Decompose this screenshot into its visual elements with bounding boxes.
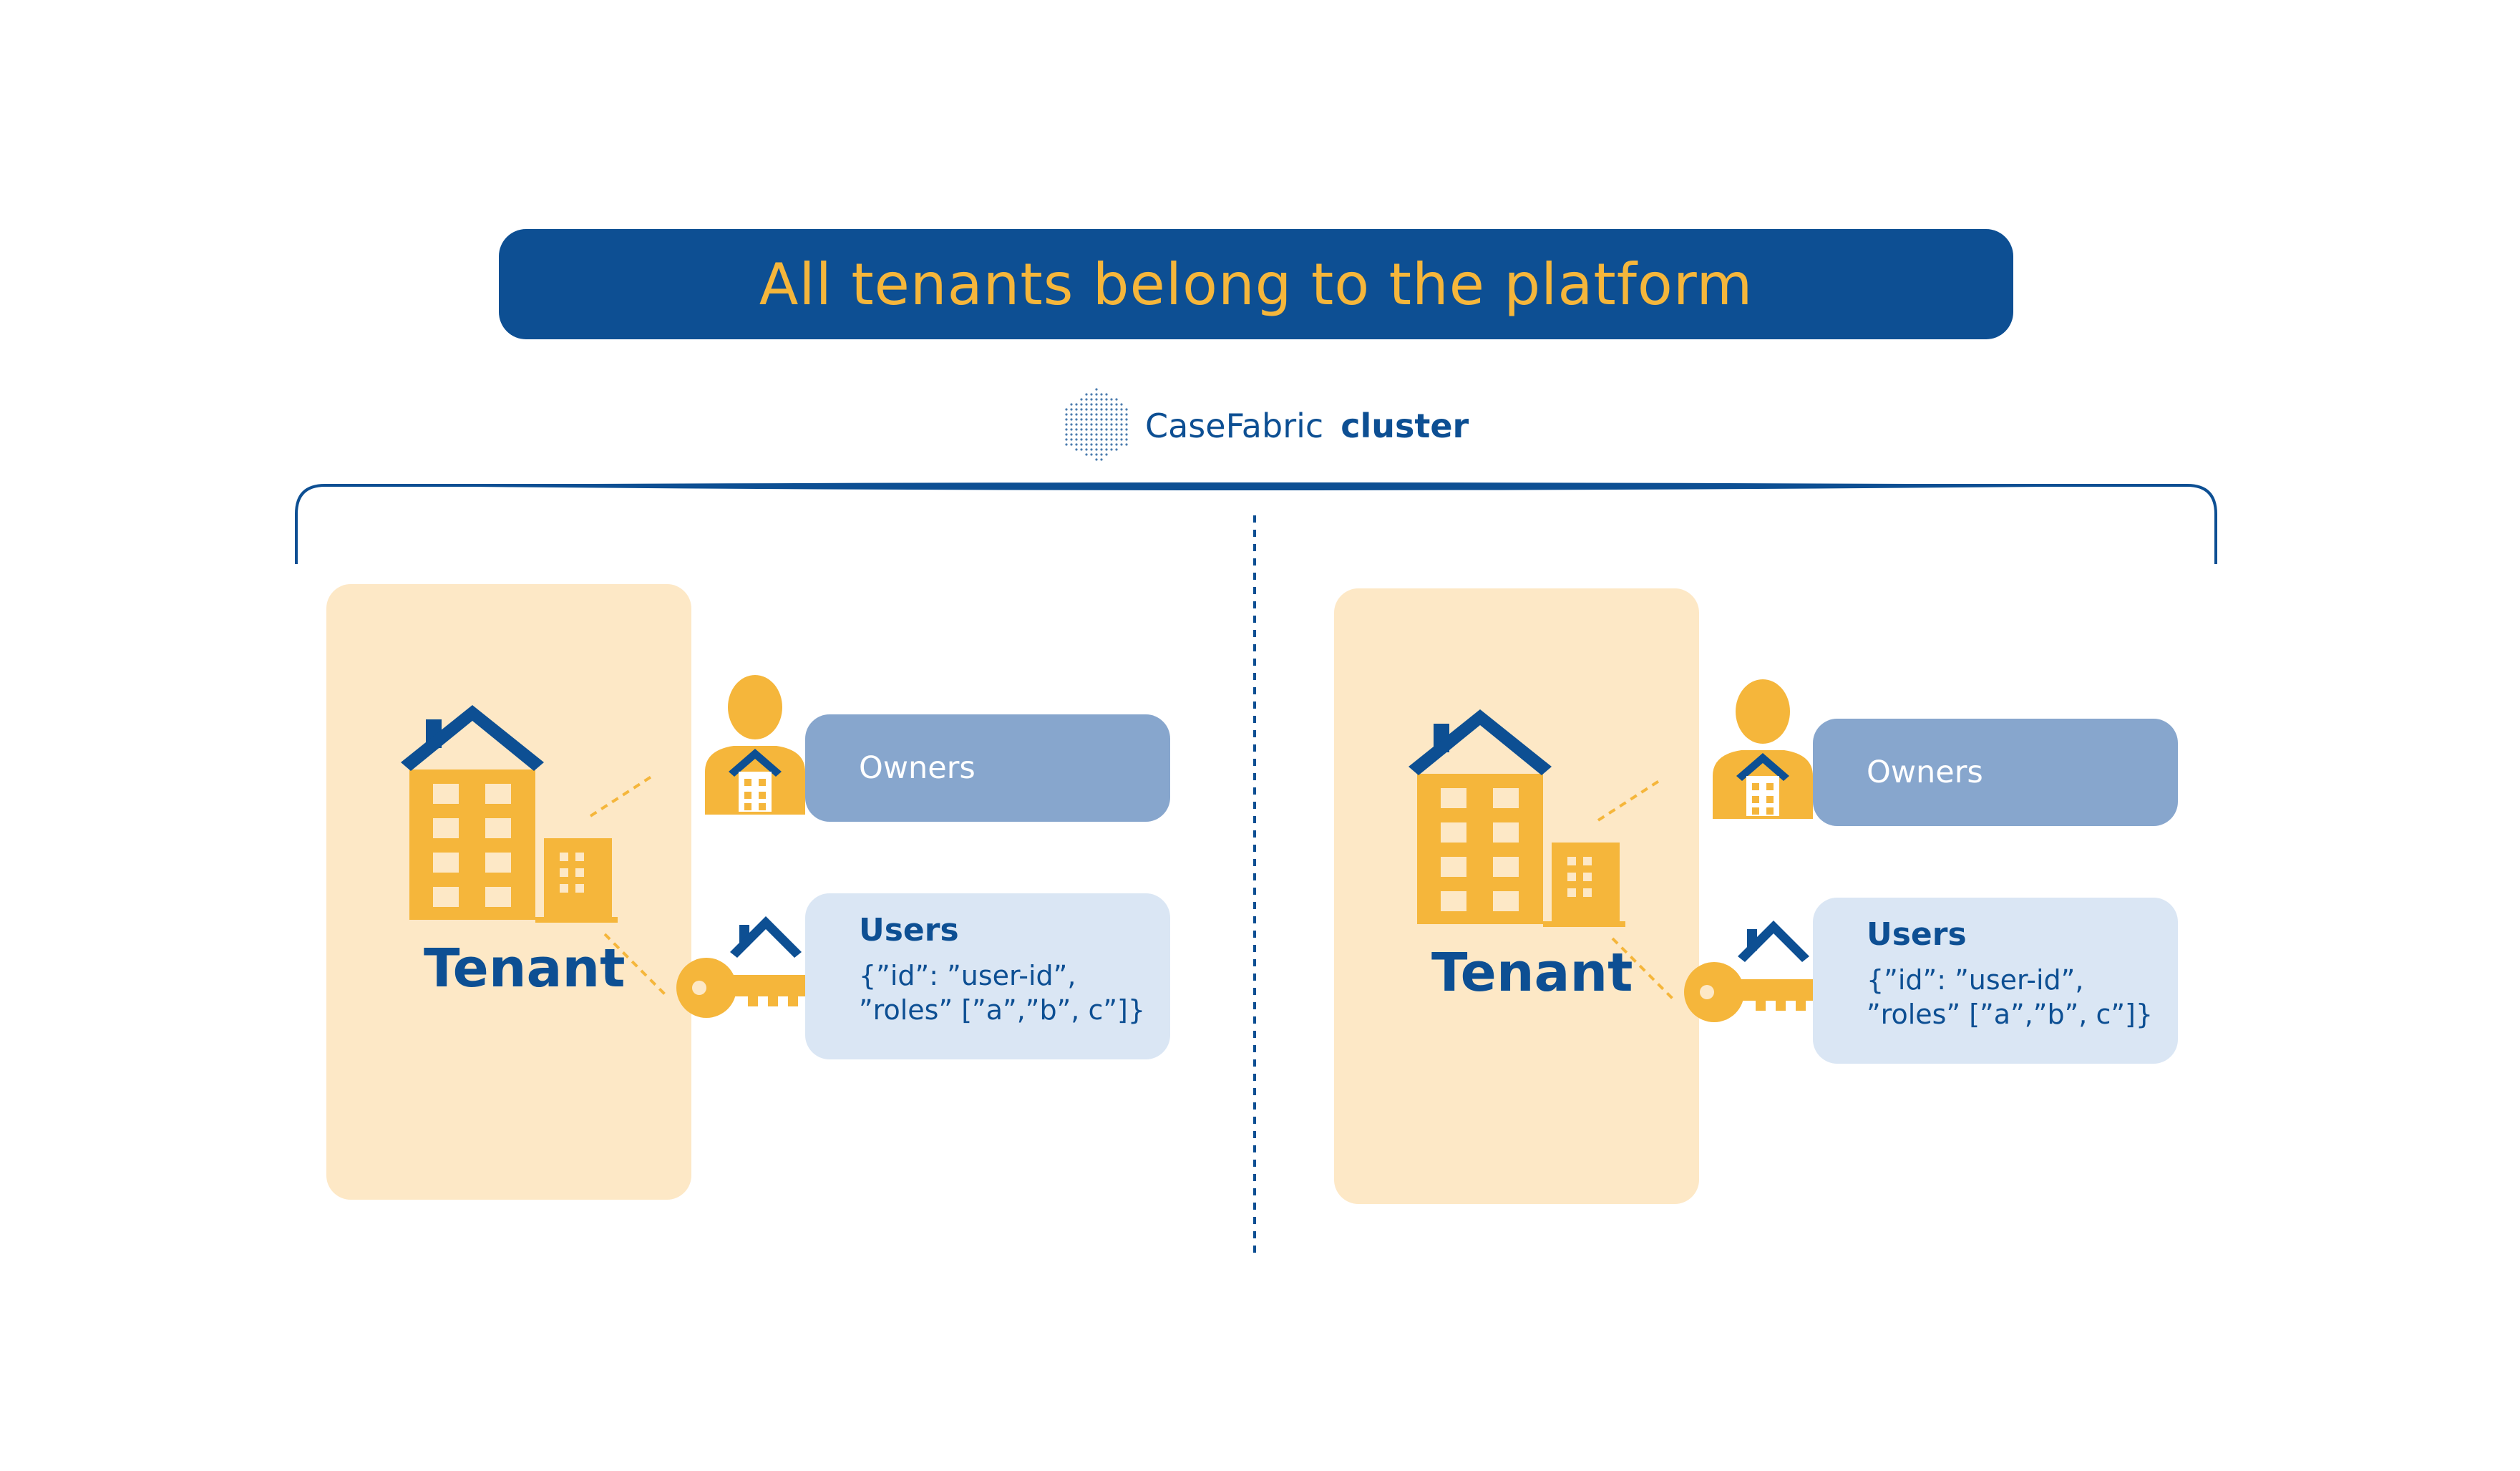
owners-box: Owners <box>1813 719 2178 826</box>
cluster-word: cluster <box>1341 407 1469 445</box>
tenant-label: Tenant <box>1431 942 1633 1004</box>
tenant-label: Tenant <box>424 938 626 999</box>
users-json-line-2: ”roles” [”a”,”b”, c”]} <box>1867 999 2154 1030</box>
cluster-logo-icon <box>1065 388 1128 461</box>
user-connector <box>603 933 667 996</box>
owner-connector <box>589 775 653 817</box>
cluster-bracket <box>295 482 2217 564</box>
key-icon <box>1684 921 1820 1022</box>
owners-label: Owners <box>859 750 976 786</box>
building-icon <box>401 705 618 923</box>
users-json-line-1: {”id”: ”user-id”, <box>1867 964 2084 996</box>
users-label: Users <box>859 912 959 948</box>
owners-box: Owners <box>805 714 1170 822</box>
owners-label: Owners <box>1867 754 1983 790</box>
cluster-brand: CaseFabric <box>1145 407 1324 445</box>
building-icon <box>1409 709 1625 927</box>
users-json-line-1: {”id”: ”user-id”, <box>859 960 1076 991</box>
tenant-divider <box>1253 515 1256 1253</box>
owner-person-icon <box>705 675 805 815</box>
page-title: All tenants belong to the platform <box>759 251 1753 318</box>
users-box: Users {”id”: ”user-id”, ”roles” [”a”,”b”… <box>805 893 1170 1059</box>
key-icon <box>676 916 812 1018</box>
title-banner: All tenants belong to the platform <box>499 229 2013 339</box>
cluster-label: CaseFabric cluster <box>1145 401 1469 451</box>
owner-person-icon <box>1713 679 1813 819</box>
owner-connector <box>1597 780 1660 822</box>
users-box: Users {”id”: ”user-id”, ”roles” [”a”,”b”… <box>1813 898 2178 1064</box>
user-connector <box>1611 937 1675 1001</box>
users-json-line-2: ”roles” [”a”,”b”, c”]} <box>859 994 1146 1026</box>
users-label: Users <box>1867 916 1967 953</box>
